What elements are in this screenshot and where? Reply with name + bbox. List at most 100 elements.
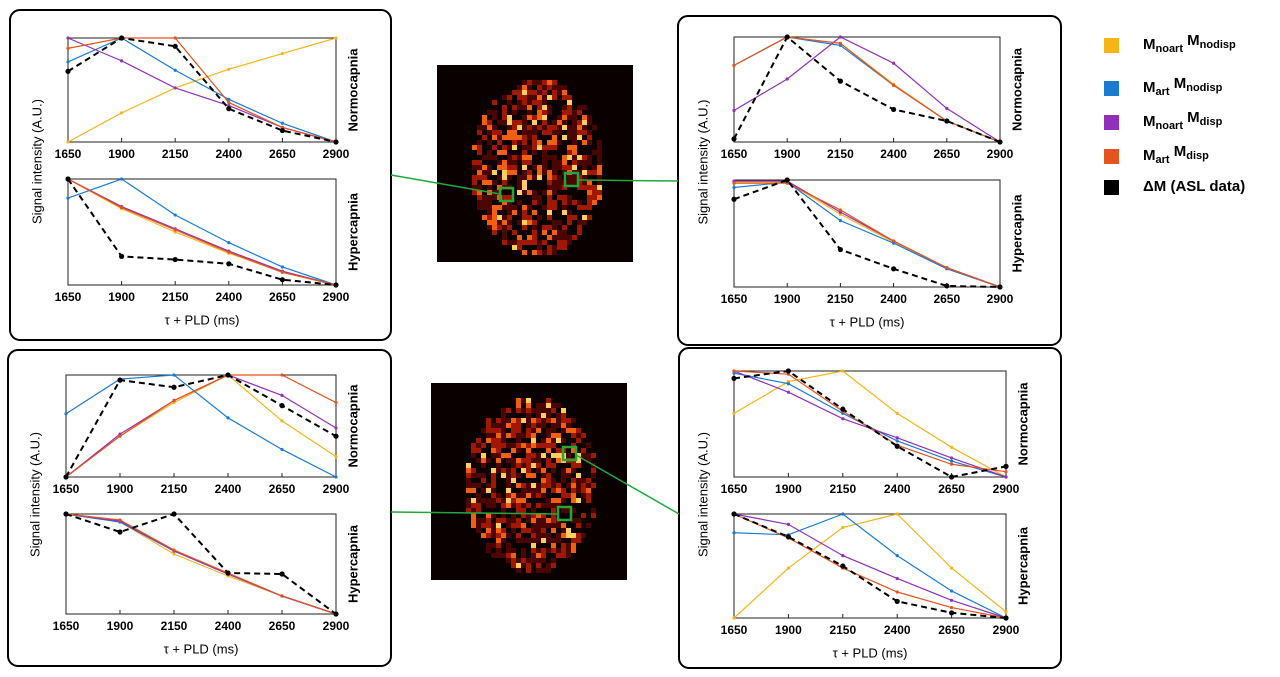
voxel — [527, 190, 532, 195]
voxel — [501, 443, 506, 448]
voxel — [531, 418, 536, 423]
voxel — [526, 528, 531, 533]
voxel — [477, 175, 482, 180]
voxel — [477, 170, 482, 175]
data-point — [174, 36, 177, 39]
voxel — [561, 498, 566, 503]
voxel — [546, 503, 551, 508]
data-point — [731, 197, 736, 202]
voxel — [496, 443, 501, 448]
voxel — [541, 488, 546, 493]
voxel — [531, 508, 536, 513]
voxel — [526, 448, 531, 453]
legend-label: ΔM (ASL data) — [1143, 178, 1245, 195]
voxel — [531, 438, 536, 443]
voxel — [516, 473, 521, 478]
x-tick-label: 1900 — [774, 147, 801, 161]
voxel — [556, 553, 561, 558]
voxel — [507, 130, 512, 135]
voxel — [491, 498, 496, 503]
voxel — [577, 110, 582, 115]
voxel — [486, 438, 491, 443]
voxel — [551, 543, 556, 548]
voxel — [476, 498, 481, 503]
data-point — [174, 69, 177, 72]
x-axis-label: τ + PLD (ms) — [830, 314, 905, 329]
plot-frame — [68, 38, 336, 142]
data-point — [225, 570, 230, 575]
voxel — [527, 240, 532, 245]
data-point — [896, 577, 899, 580]
voxel — [532, 225, 537, 230]
voxel — [572, 125, 577, 130]
voxel — [501, 453, 506, 458]
voxel — [466, 503, 471, 508]
voxel — [577, 200, 582, 205]
voxel — [546, 523, 551, 528]
x-tick-label: 2650 — [938, 482, 965, 496]
x-tick-label: 1900 — [108, 147, 135, 161]
voxel — [552, 95, 557, 100]
voxel — [506, 443, 511, 448]
voxel — [576, 533, 581, 538]
voxel — [496, 533, 501, 538]
voxel — [527, 205, 532, 210]
voxel — [537, 95, 542, 100]
voxel — [537, 80, 542, 85]
voxel — [496, 528, 501, 533]
voxel — [592, 190, 597, 195]
data-point — [891, 107, 896, 112]
voxel — [537, 100, 542, 105]
voxel — [506, 418, 511, 423]
voxel — [472, 160, 477, 165]
voxel — [547, 130, 552, 135]
voxel — [557, 220, 562, 225]
voxel — [477, 165, 482, 170]
data-point — [226, 416, 229, 419]
voxel — [551, 483, 556, 488]
voxel — [487, 125, 492, 130]
voxel — [506, 533, 511, 538]
voxel — [526, 423, 531, 428]
data-point — [281, 52, 284, 55]
voxel — [531, 518, 536, 523]
voxel — [591, 513, 596, 518]
subplot-title: Normocapnia — [1009, 47, 1024, 131]
voxel — [567, 125, 572, 130]
voxel — [507, 125, 512, 130]
data-point — [950, 456, 953, 459]
voxel — [521, 523, 526, 528]
voxel — [492, 210, 497, 215]
voxel — [546, 428, 551, 433]
voxel — [491, 488, 496, 493]
voxel — [487, 225, 492, 230]
voxel — [587, 160, 592, 165]
voxel — [517, 190, 522, 195]
voxel — [597, 165, 602, 170]
x-tick-label: 2400 — [215, 147, 242, 161]
voxel — [577, 105, 582, 110]
x-tick-label: 2900 — [987, 292, 1014, 306]
subplot-title: Hypercapnia — [1015, 526, 1030, 605]
voxel — [481, 473, 486, 478]
data-point — [281, 122, 284, 125]
voxel — [577, 220, 582, 225]
data-point — [731, 376, 736, 381]
voxel — [551, 438, 556, 443]
voxel — [517, 220, 522, 225]
voxel — [586, 523, 591, 528]
voxel — [546, 518, 551, 523]
voxel — [536, 483, 541, 488]
voxel — [561, 438, 566, 443]
voxel — [576, 538, 581, 543]
voxel — [551, 453, 556, 458]
voxel — [497, 205, 502, 210]
voxel — [492, 230, 497, 235]
voxel — [507, 160, 512, 165]
data-point — [66, 60, 69, 63]
voxel — [477, 125, 482, 130]
voxel — [546, 413, 551, 418]
data-point — [1004, 610, 1007, 613]
voxel — [551, 488, 556, 493]
voxel — [492, 110, 497, 115]
